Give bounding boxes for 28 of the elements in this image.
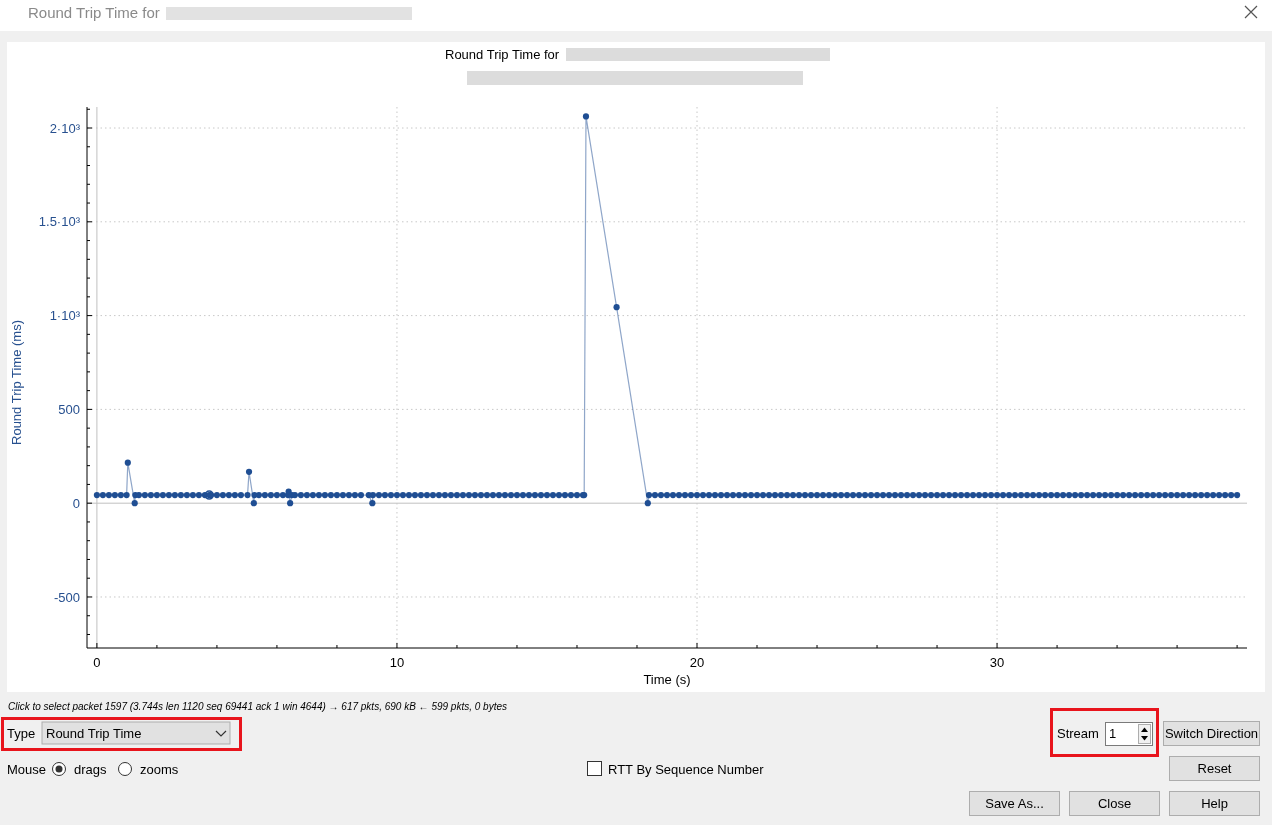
- x-tick-label: 30: [989, 655, 1005, 670]
- text: RTT By Sequence Number: [608, 762, 765, 777]
- text: Save As...: [985, 796, 1044, 811]
- text: Mouse: [7, 762, 47, 777]
- x-tick-label: 10: [389, 655, 405, 670]
- y-tick-label: 500: [58, 401, 80, 417]
- text: Click to select packet 1597 (3.744s len 1120 seq 69441 ack 1 win 4644) → 617 pkts, 690 kB ← 599 pkts, 0 bytes: [8, 701, 507, 712]
- text: drags: [74, 762, 108, 777]
- text: zooms: [140, 762, 179, 777]
- text: Reset: [1197, 761, 1232, 776]
- y-tick-label: 1.5·10³: [38, 214, 81, 230]
- x-tick-label: 0: [93, 655, 101, 670]
- y-tick-label: -500: [53, 589, 80, 605]
- text: Switch Direction: [1164, 726, 1259, 741]
- text: Round Trip Time: [46, 726, 142, 741]
- y-tick-label: 1·10³: [49, 308, 81, 324]
- chart-title: Round Trip Time for: [445, 47, 560, 62]
- text: Stream: [1057, 726, 1099, 741]
- x-axis-title: Time (s): [643, 672, 691, 687]
- x-tick-label: 20: [689, 655, 705, 670]
- text: Close: [1097, 796, 1132, 811]
- text: 1: [1109, 726, 1117, 741]
- y-axis-title: Round Trip Time (ms): [9, 320, 24, 445]
- y-tick-label: 2·10³: [49, 120, 81, 136]
- y-tick-label: 0: [72, 495, 80, 511]
- chart-title: Round Trip Time for: [28, 4, 160, 21]
- text: Type: [7, 726, 36, 741]
- text: Help: [1201, 796, 1228, 811]
